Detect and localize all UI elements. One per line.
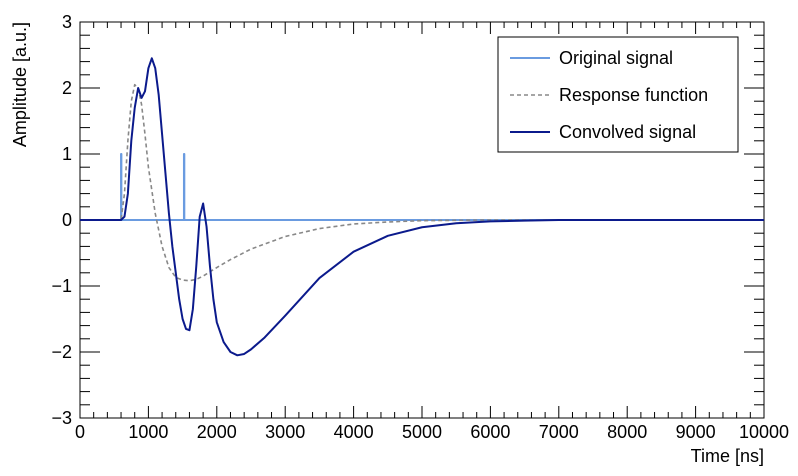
y-tick-label: 1 [62, 144, 72, 164]
y-tick-label: −2 [51, 342, 72, 362]
x-tick-label: 8000 [607, 422, 647, 442]
y-tick-label: −3 [51, 408, 72, 428]
x-axis-label: Time [ns] [691, 446, 764, 466]
y-axis-label: Amplitude [a.u.] [10, 22, 30, 147]
x-tick-label: 10000 [739, 422, 789, 442]
x-tick-label: 7000 [539, 422, 579, 442]
x-tick-label: 3000 [265, 422, 305, 442]
x-tick-label: 9000 [676, 422, 716, 442]
series-group [80, 57, 764, 357]
y-tick-label: −1 [51, 276, 72, 296]
y-tick-label: 0 [62, 210, 72, 230]
axes: 0 1000 2000 3000 4000 5000 6000 7000 8000 9000 100… [51, 12, 789, 442]
series-line-convolved-signal [80, 57, 764, 357]
x-tick-label: 5000 [402, 422, 442, 442]
x-tick-label: 6000 [470, 422, 510, 442]
legend-label-response-function: Response function [559, 85, 708, 105]
legend: Original signal Response function Convolve… [497, 36, 739, 153]
x-tick-label: 0 [75, 422, 85, 442]
x-tick-label: 1000 [128, 422, 168, 442]
series-line-original-signal [80, 153, 764, 221]
x-tick-label: 2000 [197, 422, 237, 442]
y-tick-label: 2 [62, 78, 72, 98]
series-line-response-function [80, 83, 764, 282]
legend-label-original-signal: Original signal [559, 48, 673, 68]
x-tick-label: 4000 [334, 422, 374, 442]
legend-label-convolved-signal: Convolved signal [559, 122, 696, 142]
y-tick-label: 3 [62, 12, 72, 32]
